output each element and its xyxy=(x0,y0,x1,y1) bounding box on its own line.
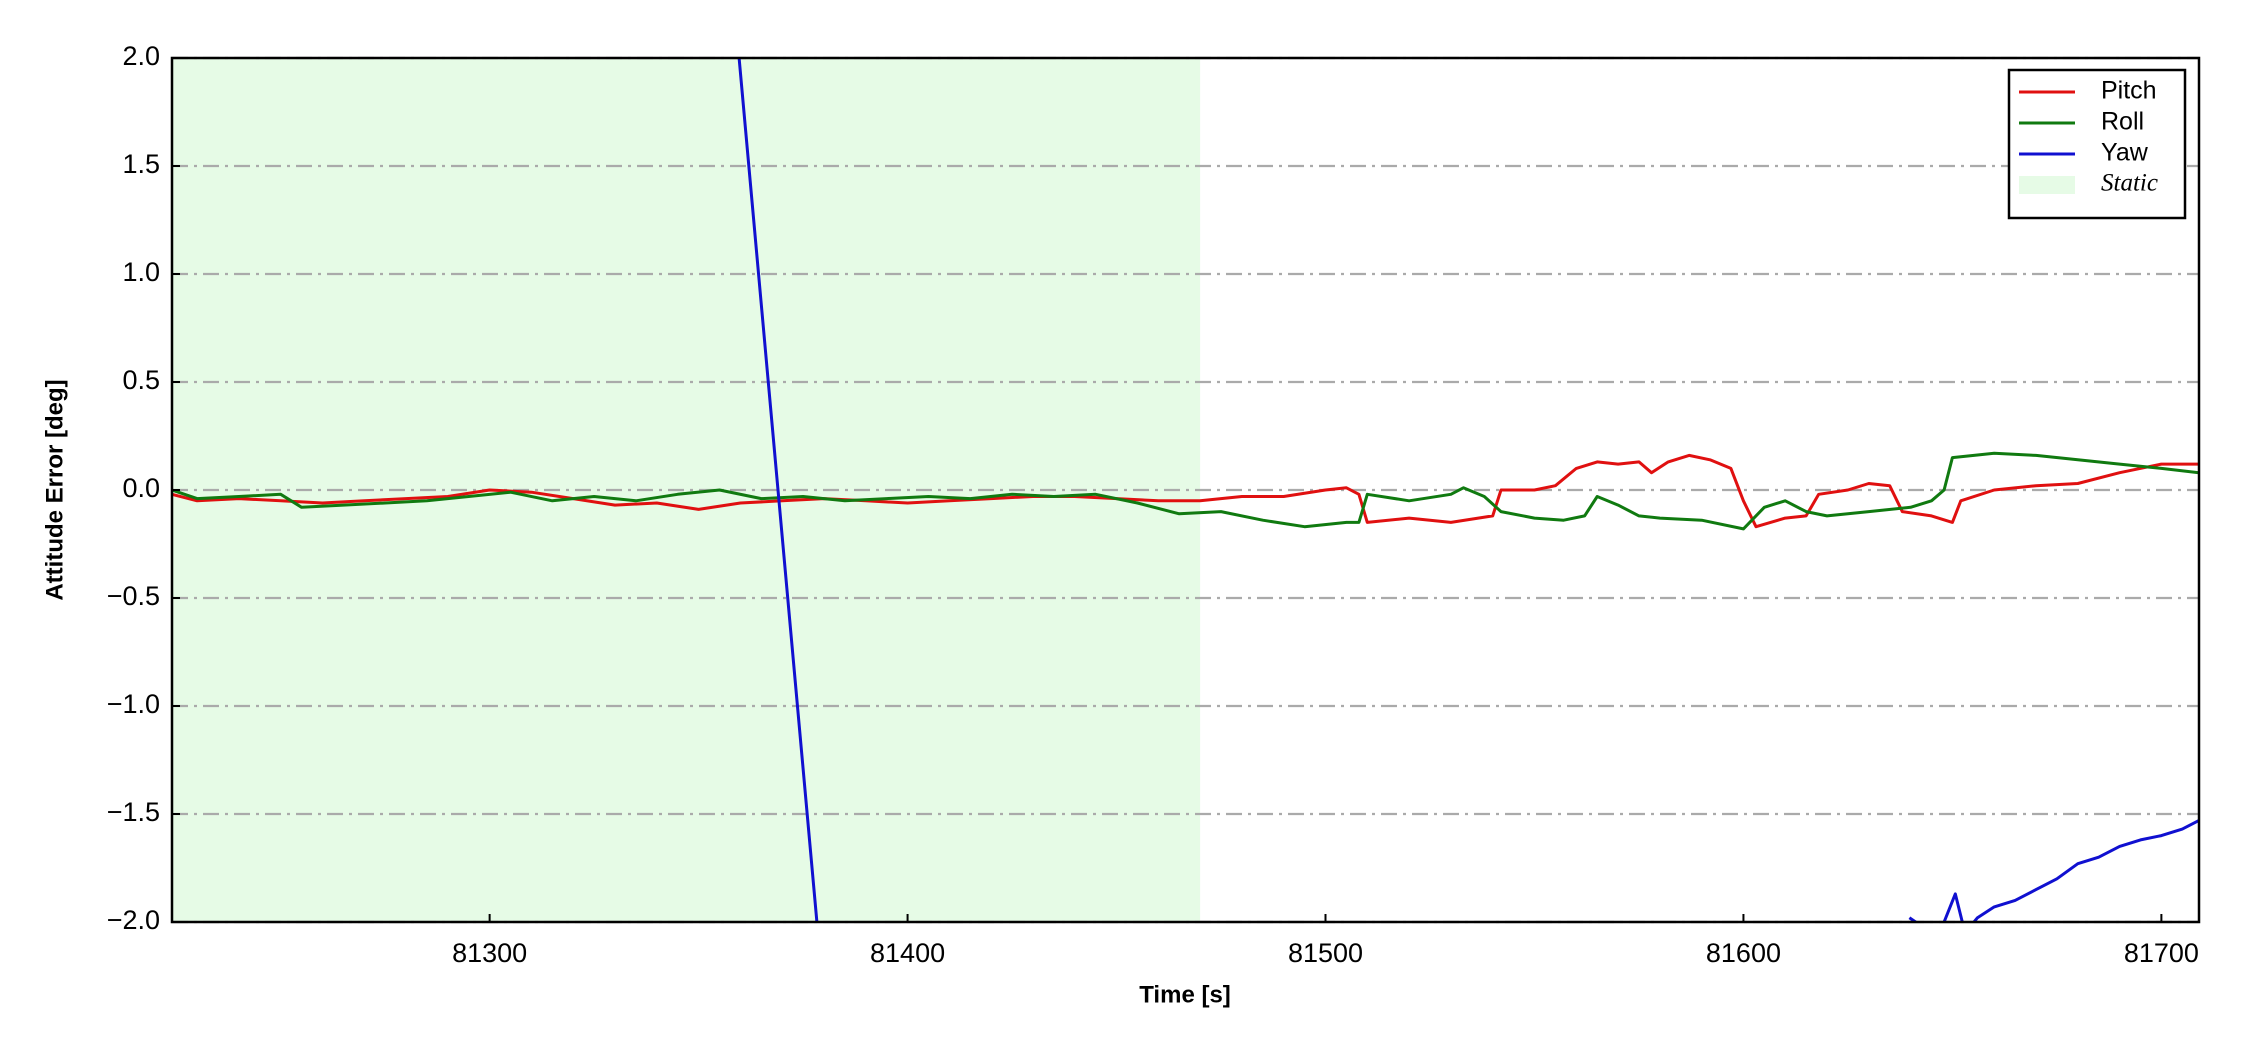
x-tick-label: 81300 xyxy=(452,938,527,968)
background-layer xyxy=(172,56,2199,924)
legend-swatch xyxy=(2019,176,2075,194)
y-tick-label: −2.0 xyxy=(107,905,160,935)
y-tick-label: 2.0 xyxy=(122,41,160,71)
x-tick-label: 81400 xyxy=(870,938,945,968)
y-tick-label: −1.5 xyxy=(107,797,160,827)
legend-label: Pitch xyxy=(2101,77,2157,105)
y-tick-label: −0.5 xyxy=(107,581,160,611)
legend-label: Static xyxy=(2101,170,2158,197)
y-tick-label: 1.0 xyxy=(122,257,160,287)
plot-area xyxy=(172,58,2199,922)
y-tick-label: 0.5 xyxy=(122,365,160,395)
x-tick-label: 81500 xyxy=(1288,938,1363,968)
x-axis-label: Time [s] xyxy=(1139,981,1231,1008)
legend-label: Yaw xyxy=(2101,139,2149,167)
y-tick-label: −1.0 xyxy=(107,689,160,719)
x-tick-label: 81700 xyxy=(2124,938,2199,968)
y-tick-label: 0.0 xyxy=(122,473,160,503)
legend-label: Roll xyxy=(2101,108,2144,136)
series-line xyxy=(737,58,2199,922)
static-region xyxy=(172,58,1201,922)
legend: Pitch Roll Yaw Static xyxy=(2007,68,2187,220)
x-tick-label: 81600 xyxy=(1706,938,1781,968)
y-axis-label: Attitude Error [deg] xyxy=(41,379,68,600)
series-line xyxy=(172,453,2199,529)
series-line xyxy=(172,451,2199,531)
y-tick-label: 1.5 xyxy=(122,149,160,179)
